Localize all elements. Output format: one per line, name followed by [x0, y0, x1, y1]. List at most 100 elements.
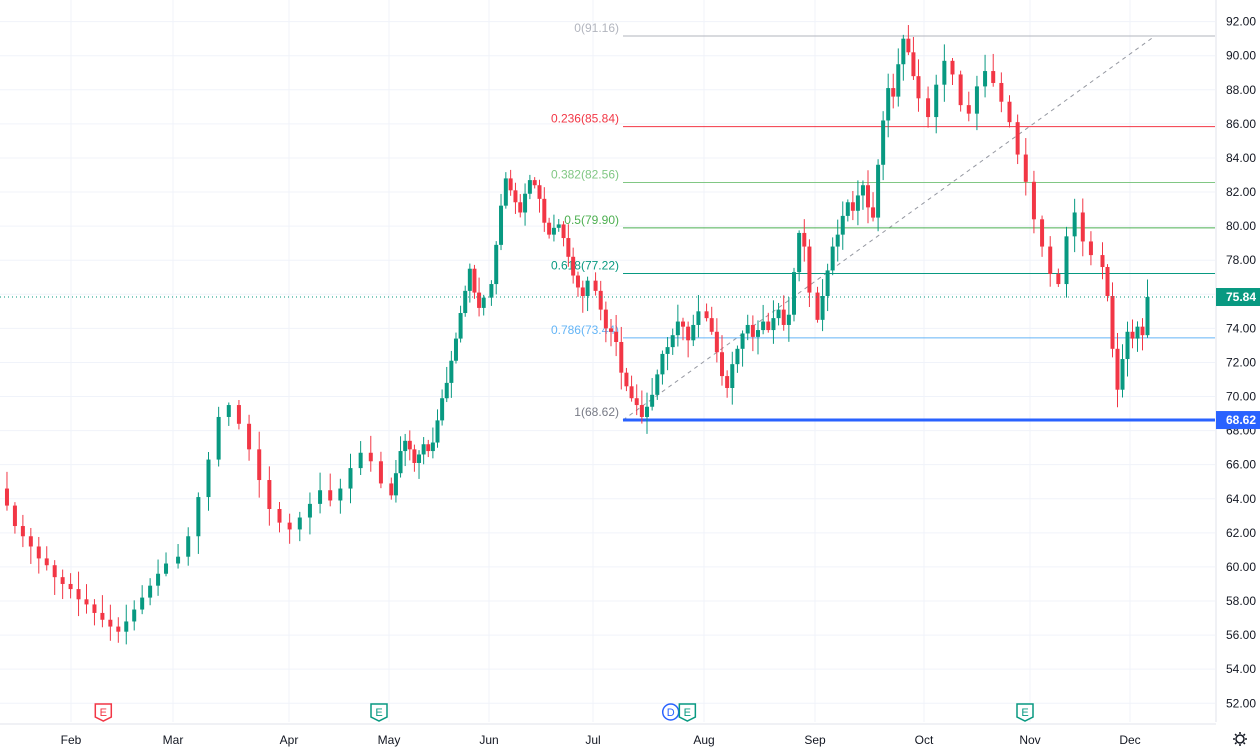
- candle-body: [458, 313, 463, 339]
- price-tick-label: 56.00: [1226, 628, 1256, 642]
- candle: [76, 571, 81, 617]
- candle: [116, 617, 121, 643]
- candle-body: [881, 120, 886, 165]
- fib-level-label: 0.382(82.56): [551, 167, 619, 181]
- candle-body: [1145, 297, 1150, 336]
- candle-body: [407, 440, 412, 450]
- price-tick-label: 92.00: [1226, 15, 1256, 29]
- candle-body: [164, 563, 169, 574]
- candle: [164, 552, 169, 577]
- fibonacci-retracement[interactable]: 0(91.16) 0.236(85.84) 0.382(82.56) 0.5(79.9…: [551, 21, 1215, 422]
- candle: [901, 34, 906, 81]
- candle: [226, 402, 231, 426]
- candle-body: [966, 105, 971, 114]
- candle-body: [645, 406, 649, 417]
- candle: [786, 297, 791, 342]
- candle: [761, 304, 766, 335]
- candle: [871, 192, 876, 222]
- candle: [650, 378, 655, 411]
- candle: [950, 58, 955, 86]
- candle: [472, 264, 477, 299]
- candle-body: [186, 536, 191, 557]
- marker-letter: E: [100, 707, 107, 719]
- earnings-marker-icon[interactable]: E: [370, 703, 388, 722]
- candle-body: [850, 202, 855, 211]
- settings-gear-icon[interactable]: [1233, 732, 1247, 746]
- candle-body: [696, 311, 701, 325]
- earnings-marker-icon[interactable]: E: [678, 703, 697, 722]
- candle-body: [68, 583, 73, 590]
- candle-body: [1048, 246, 1053, 274]
- price-tick-label: 72.00: [1226, 355, 1256, 369]
- candle-body: [4, 488, 9, 506]
- candle-body: [551, 227, 556, 235]
- candle: [513, 182, 518, 214]
- marker-shape: [678, 703, 697, 722]
- candle: [307, 492, 312, 535]
- last-price-label: 75.84: [1226, 290, 1256, 304]
- candle: [297, 511, 302, 542]
- candle-body: [665, 347, 670, 354]
- candle: [4, 471, 9, 511]
- candle-body: [1040, 219, 1045, 247]
- candle: [916, 59, 921, 112]
- fib-level-label: 0.786(73.44): [551, 323, 619, 337]
- candle: [665, 337, 670, 371]
- price-tick-label: 80.00: [1226, 219, 1256, 233]
- candle-body: [815, 292, 820, 320]
- candle: [840, 201, 845, 250]
- candle-body: [934, 84, 939, 118]
- candle-body: [916, 76, 921, 99]
- candle-body: [287, 522, 292, 530]
- time-tick-label: Mar: [163, 733, 184, 747]
- candle: [481, 294, 486, 316]
- price-tick-label: 86.00: [1226, 117, 1256, 131]
- candle: [886, 73, 891, 138]
- price-tick-label: 60.00: [1226, 560, 1256, 574]
- candle-body: [561, 224, 566, 239]
- candle-body: [44, 558, 49, 566]
- earnings-marker-icon[interactable]: E: [94, 703, 113, 722]
- candle-body: [958, 74, 963, 106]
- gear-tooth: [1243, 733, 1246, 736]
- candle: [60, 569, 65, 600]
- candle-body: [1015, 122, 1020, 155]
- candle-body: [624, 372, 629, 387]
- candle: [1007, 95, 1012, 128]
- candle-body: [670, 335, 675, 348]
- candle-body: [891, 88, 896, 97]
- candle: [815, 286, 820, 323]
- candle: [1023, 138, 1028, 196]
- candle-body: [60, 577, 65, 584]
- earnings-marker-icon[interactable]: E: [1016, 703, 1034, 722]
- candle: [926, 86, 931, 128]
- candle-body: [974, 86, 979, 114]
- candle: [983, 54, 988, 98]
- candle: [575, 271, 580, 297]
- candle-body: [1100, 255, 1105, 268]
- candle-body: [1135, 326, 1140, 339]
- candle-body: [328, 490, 333, 501]
- candle-body: [348, 468, 353, 489]
- candle-body: [1105, 267, 1110, 296]
- price-axis[interactable]: 52.00 54.00 56.00 58.00 60.00 62.00 64.00 66.00…: [1215, 0, 1260, 751]
- time-axis[interactable]: Feb Mar Apr May Jun Jul Aug Sep Oct Nov Dec: [0, 723, 1247, 751]
- candle-body: [247, 423, 252, 450]
- candle: [494, 241, 499, 295]
- candle-body: [547, 222, 552, 235]
- candle: [1040, 215, 1045, 257]
- candle-body: [840, 215, 845, 235]
- dividend-marker-icon[interactable]: D: [661, 703, 680, 721]
- candle-body: [307, 503, 312, 518]
- candle: [845, 199, 850, 222]
- candle: [206, 451, 211, 511]
- candle: [547, 217, 552, 239]
- candle-body: [12, 505, 17, 527]
- candle-body: [807, 246, 812, 293]
- candle: [421, 437, 426, 465]
- candle-body: [575, 275, 580, 288]
- candle: [999, 72, 1004, 113]
- candle-body: [132, 609, 137, 622]
- price-tick-label: 58.00: [1226, 594, 1256, 608]
